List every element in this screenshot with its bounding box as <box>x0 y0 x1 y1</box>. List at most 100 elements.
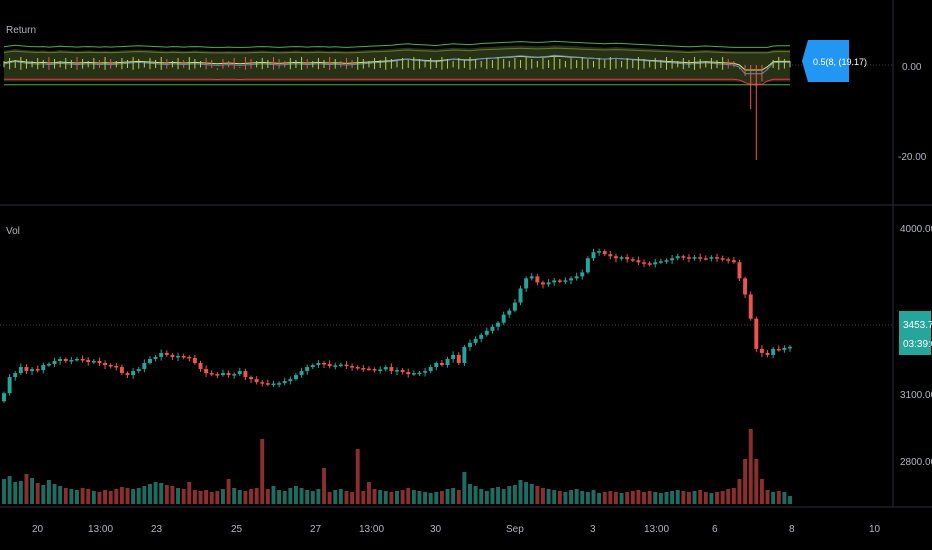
candle <box>131 371 136 376</box>
volume-bar <box>13 482 18 504</box>
volume-bar <box>434 492 439 504</box>
lower-band-inner <box>4 78 790 85</box>
candle <box>148 358 152 363</box>
candle <box>698 257 703 259</box>
volume-bar <box>597 493 602 504</box>
candle <box>484 330 489 335</box>
volume-bar <box>625 492 630 504</box>
candle <box>265 383 270 385</box>
volume-bar <box>30 478 35 504</box>
candle <box>456 354 461 363</box>
return-tag-text: 0.5(8, (19.17) <box>813 57 867 67</box>
volume-bar <box>563 492 568 504</box>
volume-bar <box>192 490 197 504</box>
volume-bar <box>529 484 534 504</box>
volume-bar <box>765 490 770 504</box>
candle <box>395 370 399 372</box>
volume-bar <box>552 490 557 504</box>
price-pane[interactable] <box>2 248 792 403</box>
volume-bar <box>131 489 136 504</box>
volume-bar <box>456 490 461 504</box>
candle <box>496 322 501 327</box>
candle <box>86 359 91 362</box>
candle <box>372 369 377 371</box>
candle <box>30 369 35 372</box>
time-label: 13:00 <box>88 524 113 535</box>
volume-bar <box>423 492 428 504</box>
candle <box>557 280 562 282</box>
time-label: 6 <box>712 524 718 535</box>
candle <box>75 358 79 361</box>
candle <box>642 262 646 264</box>
volume-bar <box>692 491 697 504</box>
candle <box>512 302 517 311</box>
volume-bar <box>726 489 731 504</box>
volume-bar <box>636 490 641 504</box>
time-label: 20 <box>32 524 44 535</box>
candle <box>507 310 512 315</box>
volume-bar <box>97 492 102 504</box>
candle <box>282 381 287 384</box>
volume-bar <box>411 490 416 504</box>
candle <box>731 260 736 263</box>
volume-bar <box>35 483 40 504</box>
volume-bar <box>569 490 574 504</box>
candle <box>580 272 585 277</box>
candle <box>271 383 276 386</box>
last-price-tag: 3453.72 03:39:00 <box>899 311 932 355</box>
volume-bar <box>776 491 781 504</box>
candle <box>97 360 102 363</box>
time-label: 30 <box>430 524 442 535</box>
candle <box>13 373 18 378</box>
volume-bar <box>642 492 646 504</box>
time-label: 3 <box>590 524 596 535</box>
return-pane[interactable] <box>3 40 791 160</box>
candle <box>52 360 57 365</box>
volume-bar <box>630 491 635 504</box>
volume-bar <box>501 489 506 504</box>
upper-band-outer <box>3 40 790 48</box>
volume-bar <box>507 486 512 504</box>
time-label: 25 <box>231 524 243 535</box>
volume-bar <box>260 439 265 504</box>
candle <box>479 334 484 339</box>
volume-bar <box>63 488 68 504</box>
candle <box>585 258 590 273</box>
candle <box>355 367 360 369</box>
volume-bar <box>670 491 675 504</box>
volume-bar <box>52 484 57 504</box>
time-label: 23 <box>151 524 163 535</box>
volume-bar <box>18 481 23 504</box>
volume-bar <box>350 492 355 504</box>
volume-bar <box>125 488 130 504</box>
volume-bar <box>136 488 141 504</box>
candle <box>361 368 366 370</box>
volume-bar <box>731 488 736 504</box>
volume-histogram <box>2 429 792 504</box>
candle <box>613 256 618 259</box>
volume-bar <box>737 479 742 504</box>
volume-bar <box>591 490 596 504</box>
volume-bar <box>2 479 6 504</box>
volume-bar <box>473 486 478 504</box>
candle <box>658 261 663 263</box>
candle <box>316 363 321 366</box>
volume-bar <box>484 491 489 504</box>
volume-bar <box>243 491 248 504</box>
candle <box>535 276 540 283</box>
volume-bar <box>142 486 147 504</box>
volume-bar <box>518 480 523 504</box>
volume-bar <box>743 459 748 504</box>
candle <box>176 355 181 358</box>
candle <box>322 363 326 365</box>
volume-bar <box>512 485 517 504</box>
volume-bar <box>237 490 242 504</box>
candle <box>232 374 237 376</box>
candle <box>754 318 759 349</box>
volume-bar <box>103 490 108 504</box>
candle <box>333 365 338 367</box>
candle <box>209 373 214 375</box>
volume-bar <box>153 482 158 504</box>
time-label: 13:00 <box>359 524 384 535</box>
